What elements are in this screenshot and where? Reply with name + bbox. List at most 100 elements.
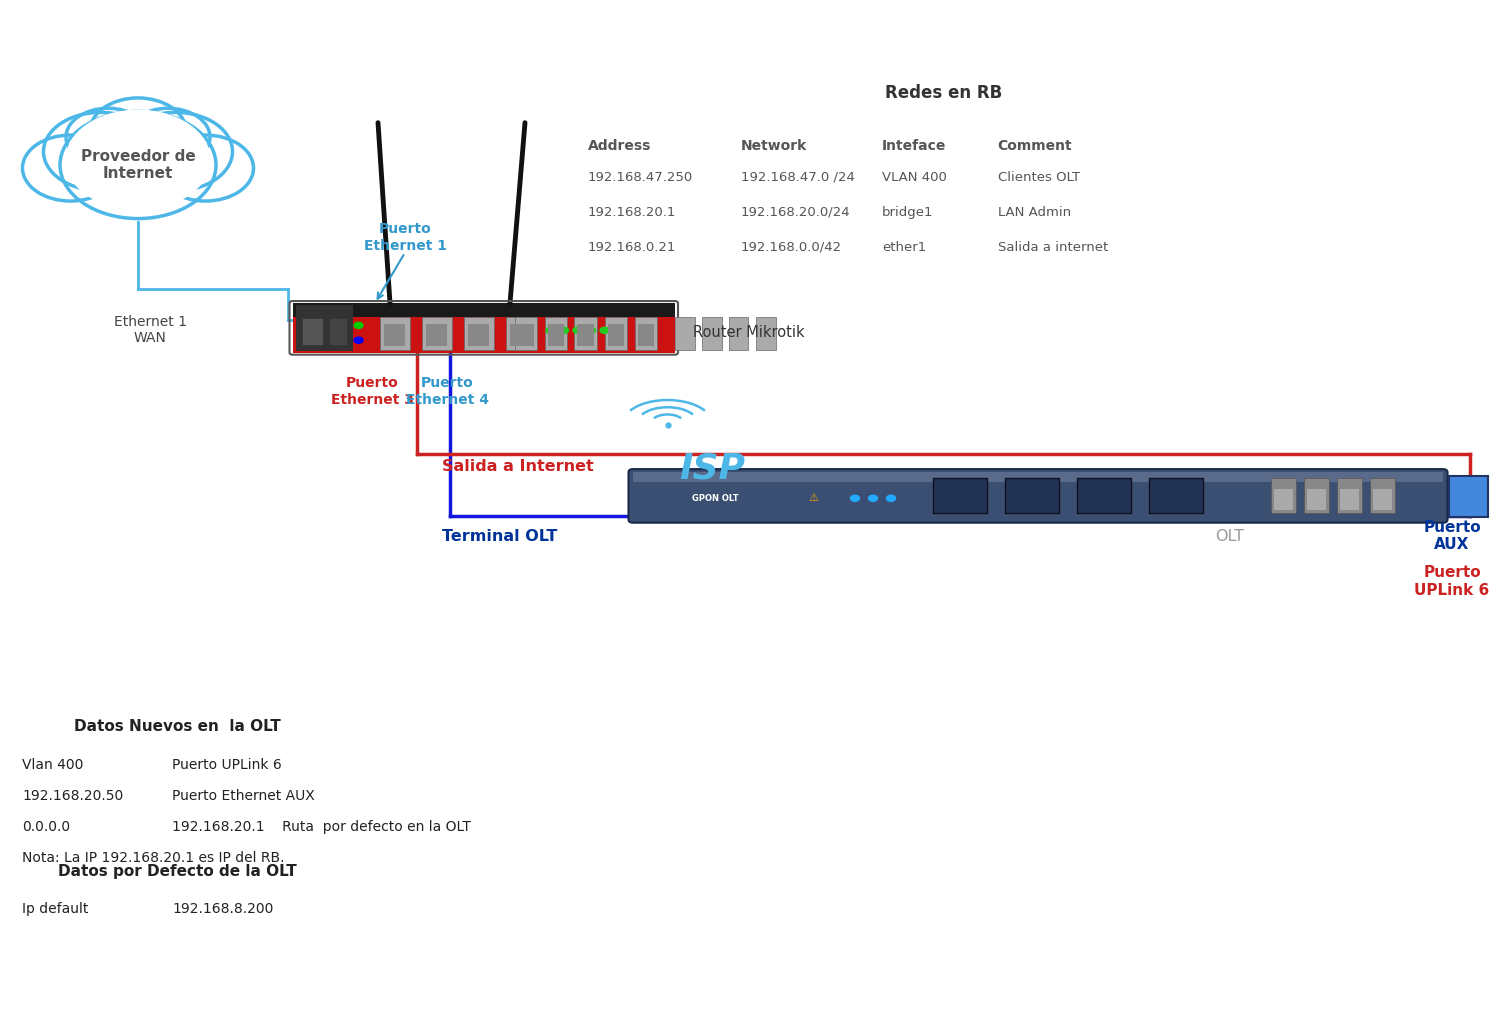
Text: Clientes OLT: Clientes OLT — [998, 171, 1080, 184]
FancyBboxPatch shape — [1077, 478, 1131, 513]
Text: Comment: Comment — [998, 139, 1072, 154]
FancyBboxPatch shape — [1370, 478, 1395, 513]
FancyBboxPatch shape — [380, 318, 410, 350]
FancyBboxPatch shape — [426, 324, 447, 346]
FancyBboxPatch shape — [729, 318, 748, 350]
Text: Puerto
UPLink 6: Puerto UPLink 6 — [1414, 565, 1490, 598]
Text: Ip default: Ip default — [22, 902, 88, 917]
FancyBboxPatch shape — [1336, 478, 1362, 513]
Text: Puerto
Ethernet 1: Puerto Ethernet 1 — [363, 223, 447, 253]
Text: Puerto UPLink 6: Puerto UPLink 6 — [172, 758, 282, 772]
FancyBboxPatch shape — [464, 318, 494, 350]
Text: 192.168.0.0/42: 192.168.0.0/42 — [741, 241, 842, 254]
Circle shape — [90, 98, 186, 164]
FancyBboxPatch shape — [638, 324, 654, 346]
FancyBboxPatch shape — [518, 324, 534, 346]
Text: Salida a internet: Salida a internet — [998, 241, 1107, 254]
FancyBboxPatch shape — [604, 318, 627, 350]
Circle shape — [850, 495, 859, 501]
Text: OLT: OLT — [1215, 529, 1245, 543]
Text: bridge1: bridge1 — [882, 206, 933, 219]
Circle shape — [586, 327, 596, 333]
Circle shape — [66, 110, 210, 209]
Text: ⚠: ⚠ — [808, 493, 818, 503]
FancyBboxPatch shape — [574, 318, 597, 350]
Text: 192.168.20.0/24: 192.168.20.0/24 — [741, 206, 850, 219]
Text: Nota: La IP 192.168.20.1 es IP del RB.: Nota: La IP 192.168.20.1 es IP del RB. — [22, 851, 285, 865]
FancyBboxPatch shape — [1270, 478, 1296, 513]
FancyBboxPatch shape — [675, 318, 694, 350]
Text: Puerto Ethernet AUX: Puerto Ethernet AUX — [172, 789, 315, 803]
Text: 192.168.20.50: 192.168.20.50 — [22, 789, 123, 803]
Circle shape — [126, 108, 210, 166]
FancyBboxPatch shape — [702, 318, 721, 350]
FancyBboxPatch shape — [1274, 489, 1293, 510]
Circle shape — [573, 327, 582, 333]
FancyBboxPatch shape — [578, 324, 594, 346]
FancyBboxPatch shape — [756, 318, 776, 350]
Circle shape — [158, 135, 254, 201]
Text: 192.168.20.1    Ruta  por defecto en la OLT: 192.168.20.1 Ruta por defecto en la OLT — [172, 820, 471, 834]
FancyBboxPatch shape — [1149, 478, 1203, 513]
Text: Router Mikrotik: Router Mikrotik — [693, 326, 804, 340]
FancyBboxPatch shape — [1304, 478, 1329, 513]
FancyBboxPatch shape — [296, 305, 352, 351]
FancyBboxPatch shape — [1005, 478, 1059, 513]
FancyBboxPatch shape — [514, 318, 537, 350]
FancyBboxPatch shape — [634, 318, 657, 350]
Text: Network: Network — [741, 139, 807, 154]
FancyBboxPatch shape — [510, 324, 531, 346]
FancyBboxPatch shape — [628, 469, 1448, 523]
FancyBboxPatch shape — [292, 303, 675, 317]
Text: 192.168.20.1: 192.168.20.1 — [588, 206, 676, 219]
FancyBboxPatch shape — [1449, 476, 1488, 517]
Circle shape — [560, 327, 568, 333]
Text: Redes en RB: Redes en RB — [885, 84, 1002, 102]
Text: Datos Nuevos en  la OLT: Datos Nuevos en la OLT — [74, 720, 280, 734]
Circle shape — [600, 327, 609, 333]
Text: Inteface: Inteface — [882, 139, 946, 154]
FancyBboxPatch shape — [328, 318, 346, 345]
Text: Ethernet 1
WAN: Ethernet 1 WAN — [114, 314, 186, 345]
Circle shape — [886, 495, 896, 501]
Text: 192.168.0.21: 192.168.0.21 — [588, 241, 676, 254]
FancyBboxPatch shape — [292, 317, 675, 353]
FancyBboxPatch shape — [468, 324, 489, 346]
Circle shape — [118, 112, 232, 191]
FancyBboxPatch shape — [1306, 489, 1326, 510]
Text: 192.168.47.0 /24: 192.168.47.0 /24 — [741, 171, 855, 184]
Circle shape — [60, 111, 216, 219]
Text: LAN Admin: LAN Admin — [998, 206, 1071, 219]
Text: Puerto
Ethernet 4: Puerto Ethernet 4 — [405, 376, 489, 406]
Text: 0.0.0.0: 0.0.0.0 — [22, 820, 70, 834]
Circle shape — [868, 495, 877, 501]
Circle shape — [354, 337, 363, 343]
Text: 192.168.47.250: 192.168.47.250 — [588, 171, 693, 184]
FancyBboxPatch shape — [1372, 489, 1392, 510]
Text: ether1: ether1 — [882, 241, 926, 254]
FancyBboxPatch shape — [633, 472, 1443, 481]
Text: Puerto
Ethernet 3: Puerto Ethernet 3 — [330, 376, 414, 406]
Text: 192.168.8.200: 192.168.8.200 — [172, 902, 274, 917]
Text: ISP: ISP — [680, 452, 746, 486]
FancyBboxPatch shape — [506, 318, 536, 350]
FancyBboxPatch shape — [1340, 489, 1359, 510]
FancyBboxPatch shape — [608, 324, 624, 346]
Text: Datos por Defecto de la OLT: Datos por Defecto de la OLT — [57, 864, 297, 878]
FancyBboxPatch shape — [384, 324, 405, 346]
FancyBboxPatch shape — [302, 318, 322, 345]
Text: Puerto
AUX: Puerto AUX — [1424, 520, 1480, 553]
Text: Vlan 400: Vlan 400 — [22, 758, 84, 772]
Circle shape — [44, 112, 158, 191]
FancyBboxPatch shape — [548, 324, 564, 346]
Text: VLAN 400: VLAN 400 — [882, 171, 946, 184]
FancyBboxPatch shape — [933, 478, 987, 513]
Text: Terminal OLT: Terminal OLT — [442, 529, 558, 543]
Circle shape — [354, 323, 363, 329]
Text: Salida a Internet: Salida a Internet — [442, 459, 594, 473]
Text: GPON OLT: GPON OLT — [692, 494, 740, 503]
Circle shape — [22, 135, 118, 201]
Circle shape — [546, 327, 555, 333]
FancyBboxPatch shape — [422, 318, 452, 350]
Circle shape — [66, 108, 150, 166]
